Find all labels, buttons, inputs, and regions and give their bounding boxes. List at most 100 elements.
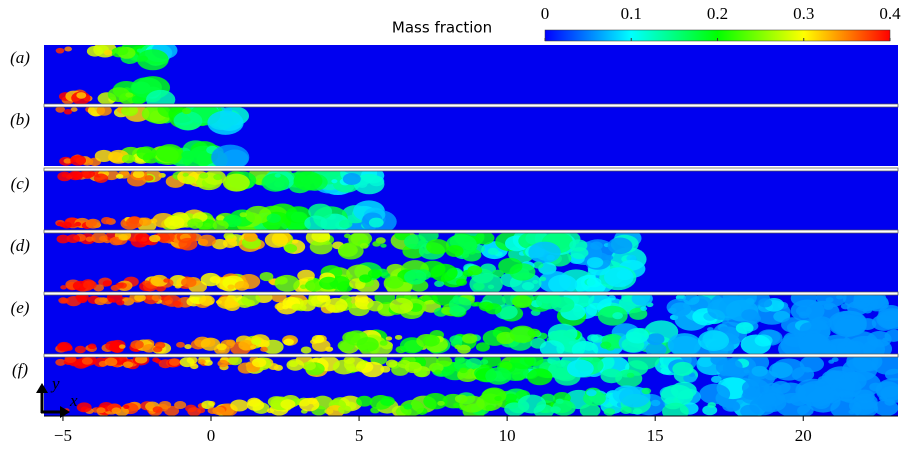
plume-blob — [56, 221, 64, 227]
plume-blob — [719, 326, 729, 333]
plume-blob — [291, 303, 303, 311]
plume-blob — [200, 272, 221, 287]
plume-blob — [325, 297, 348, 313]
plume-blob — [182, 175, 196, 185]
plume-blob — [83, 280, 97, 290]
plume-blob — [550, 406, 561, 414]
plume-blob — [751, 365, 768, 377]
plume-blob — [55, 47, 65, 54]
plume-blob — [198, 234, 216, 247]
plume-blob — [532, 261, 544, 269]
plume-blob — [264, 233, 289, 248]
plume-blob — [423, 393, 448, 410]
panel-label: (c) — [11, 174, 30, 193]
plume-blob — [182, 107, 192, 115]
plume-blob — [697, 330, 730, 351]
plume-blob — [304, 215, 328, 230]
colorbar-tick-label: 0.1 — [621, 4, 642, 23]
plume-blob — [96, 407, 106, 414]
plume — [56, 233, 647, 292]
plume-blob — [528, 241, 561, 264]
plume — [55, 357, 898, 416]
plume-blob — [660, 384, 694, 407]
plume-blob — [271, 295, 287, 303]
plume-blob — [342, 172, 361, 185]
plume-blob — [174, 284, 182, 289]
plume-blob — [103, 49, 113, 56]
plume-blob — [81, 357, 93, 365]
plume-blob — [282, 305, 289, 310]
plume-blob — [445, 245, 464, 257]
plume-blob — [230, 399, 249, 412]
plume-blob — [102, 280, 112, 287]
plume-blob — [512, 295, 532, 309]
plume-blob — [456, 278, 468, 286]
plume-blob — [158, 400, 172, 410]
plume-blob — [123, 361, 134, 368]
plume-blob — [797, 405, 814, 416]
panel — [44, 357, 898, 416]
plume-blob — [707, 402, 716, 408]
plume-blob — [799, 322, 822, 337]
plume-blob — [626, 372, 635, 378]
plume-blob — [504, 393, 517, 402]
plume-blob — [367, 300, 384, 312]
y-arrow-head — [36, 383, 48, 393]
y-axis-label: y — [50, 374, 60, 393]
plume-blob — [137, 49, 169, 71]
plume-blob — [61, 221, 72, 229]
plume-blob — [120, 171, 130, 176]
panel — [44, 233, 898, 292]
plume-blob — [367, 269, 382, 279]
plume-blob — [461, 333, 478, 344]
plume-blob — [510, 357, 535, 370]
plume-blob — [482, 357, 502, 367]
panel — [44, 45, 898, 104]
plume-blob — [243, 233, 258, 242]
plume-blob — [201, 400, 215, 410]
plume-blob — [207, 110, 244, 135]
plume-blob — [683, 295, 700, 305]
plume-blob — [650, 399, 661, 407]
plume — [55, 107, 250, 166]
plume-blob — [211, 144, 250, 166]
plume-blob — [286, 359, 304, 371]
plume-blob — [302, 361, 316, 371]
x-tick-label: 5 — [355, 426, 364, 445]
plume-blob — [498, 257, 523, 275]
plume-blob — [83, 171, 90, 176]
plume-blob — [151, 295, 162, 302]
plume-blob — [830, 398, 862, 416]
plume-blob — [136, 48, 144, 53]
plume-blob — [111, 407, 122, 414]
plume-blob — [359, 242, 369, 249]
plume-blob — [527, 328, 541, 338]
plume-blob — [114, 46, 129, 56]
plume-blob — [434, 369, 442, 375]
plume-blob — [138, 217, 152, 226]
plume-blob — [641, 387, 652, 395]
panel-label: (d) — [10, 236, 30, 255]
plume-blob — [626, 254, 637, 262]
plume-blob — [200, 337, 221, 351]
plume-blob — [213, 173, 223, 181]
plume-blob — [372, 240, 381, 247]
plume-blob — [400, 399, 425, 416]
plume-blob — [212, 406, 226, 416]
plume-blob — [179, 357, 195, 368]
plume-blob — [385, 359, 398, 368]
plume-blob — [667, 333, 702, 354]
plume-blob — [404, 234, 427, 250]
plume-blob — [319, 276, 339, 290]
plume-blob — [356, 395, 373, 407]
plume-blob — [640, 306, 648, 311]
plume-blob — [91, 233, 108, 244]
plume-blob — [359, 274, 372, 283]
plume-blob — [343, 233, 351, 239]
plume-blob — [63, 158, 72, 164]
plume-blob — [331, 179, 338, 184]
plume-blob — [469, 273, 503, 292]
plume-blob — [353, 173, 385, 195]
plume-blob — [222, 173, 250, 192]
plume-blob — [607, 237, 633, 255]
